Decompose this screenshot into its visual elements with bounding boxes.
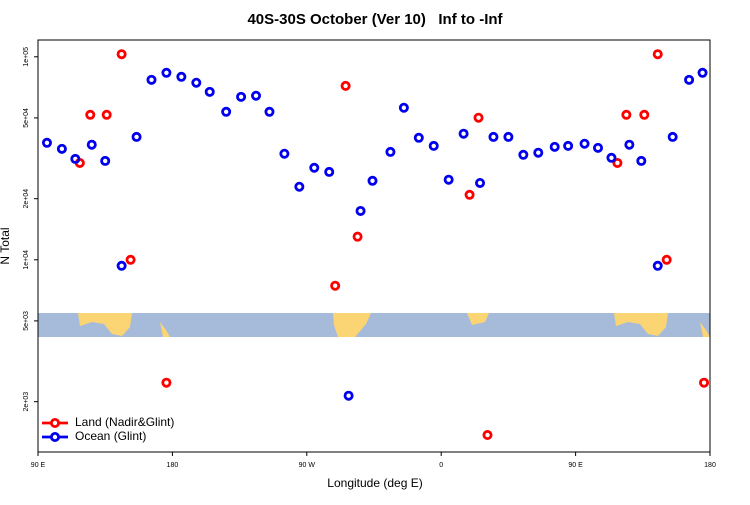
point [161, 377, 172, 388]
point [221, 106, 232, 117]
point [191, 77, 202, 88]
point [428, 140, 439, 151]
point [533, 147, 544, 158]
point [606, 152, 617, 163]
point [621, 109, 632, 120]
point [652, 49, 663, 60]
point [482, 430, 493, 441]
point [699, 377, 710, 388]
point [503, 131, 514, 142]
point [443, 174, 454, 185]
point [385, 146, 396, 157]
x-tick-label: 90 E [568, 462, 583, 469]
y-tick-label: 1e+04 [23, 250, 30, 270]
point [367, 175, 378, 186]
x-tick-label: 90 E [31, 462, 46, 469]
legend-label: Ocean (Glint) [75, 429, 146, 443]
point [639, 109, 650, 120]
point [355, 205, 366, 216]
y-tick-label: 5e+03 [23, 311, 30, 331]
x-tick-label: 180 [704, 462, 716, 469]
point [56, 143, 67, 154]
point [352, 231, 363, 242]
chart-title: 40S-30S October (Ver 10) Inf to -Inf [247, 11, 503, 28]
point [236, 91, 247, 102]
point [636, 155, 647, 166]
point [398, 102, 409, 113]
point [579, 138, 590, 149]
point [324, 166, 335, 177]
y-axis-label: N Total [0, 227, 12, 264]
plot-frame [37, 39, 711, 453]
point [85, 109, 96, 120]
point [343, 390, 354, 401]
point [204, 86, 215, 97]
point [684, 74, 695, 85]
point [593, 142, 604, 153]
point [86, 139, 97, 150]
x-tick-label: 180 [167, 462, 179, 469]
point [667, 131, 678, 142]
y-tick-label: 5e+04 [23, 108, 30, 128]
x-tick-label: 0 [439, 462, 443, 469]
point [309, 162, 320, 173]
point [131, 131, 142, 142]
point [475, 177, 486, 188]
point [697, 67, 708, 78]
point [624, 139, 635, 150]
point [41, 137, 52, 148]
point [116, 49, 127, 60]
point [251, 90, 262, 101]
point [473, 112, 484, 123]
point [146, 74, 157, 85]
point [101, 109, 112, 120]
y-tick-label: 2e+03 [23, 392, 30, 412]
point [488, 131, 499, 142]
y-tick-label: 1e+05 [23, 47, 30, 67]
legend-label: Land (Nadir&Glint) [75, 415, 174, 429]
legend-marker [50, 417, 61, 428]
point [161, 67, 172, 78]
point [549, 141, 560, 152]
y-tick-label: 2e+04 [23, 189, 30, 209]
x-tick-label: 90 W [299, 462, 316, 469]
point [413, 132, 424, 143]
point [100, 155, 111, 166]
point [661, 254, 672, 265]
point [330, 280, 341, 291]
legend-marker [50, 431, 61, 442]
point [652, 260, 663, 271]
point [125, 254, 136, 265]
point [294, 181, 305, 192]
point [340, 80, 351, 91]
point [563, 140, 574, 151]
x-axis-label: Longitude (deg E) [327, 476, 422, 490]
point [116, 260, 127, 271]
point [612, 157, 623, 168]
point [464, 189, 475, 200]
point [458, 128, 469, 139]
map-strip [38, 313, 710, 337]
point [176, 71, 187, 82]
point [279, 148, 290, 159]
point [518, 149, 529, 160]
point [70, 153, 81, 164]
point [264, 106, 275, 117]
